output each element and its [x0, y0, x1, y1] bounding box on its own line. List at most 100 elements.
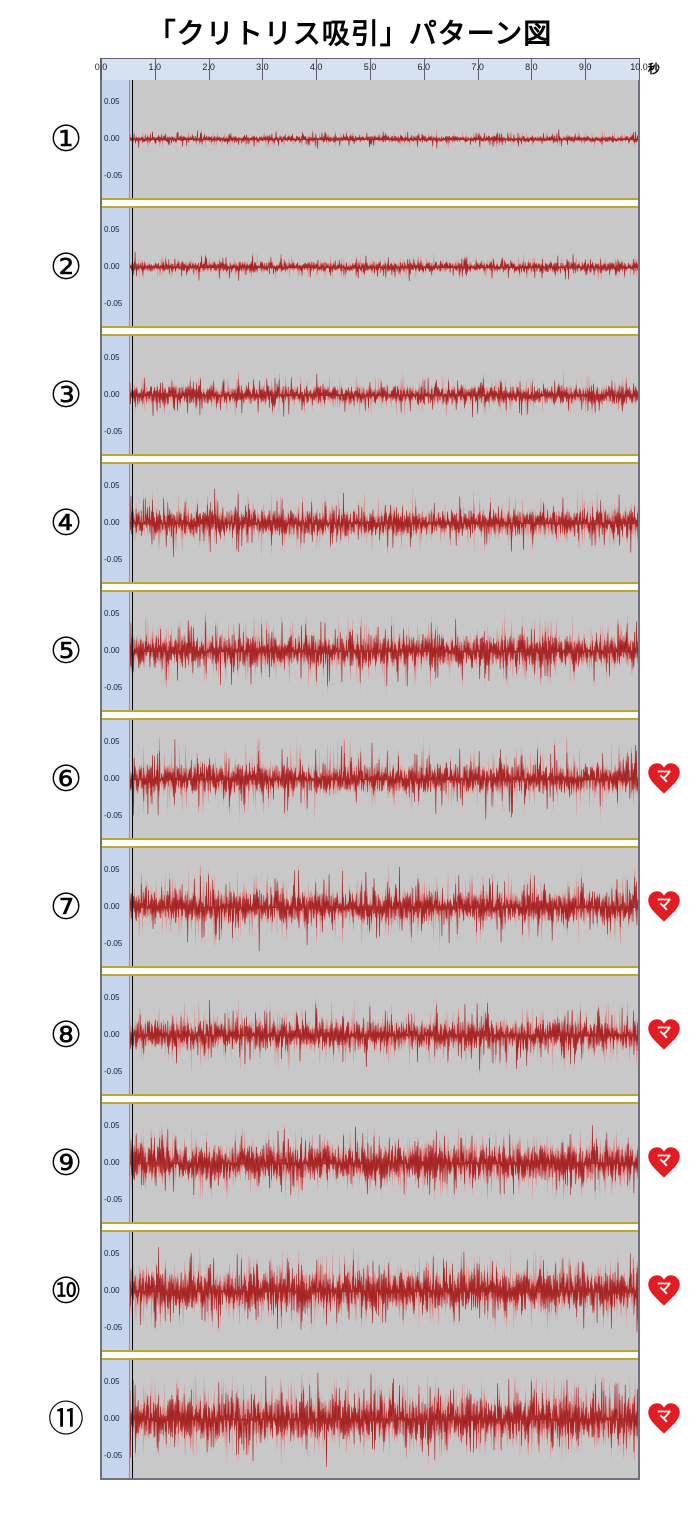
time-ruler: 0.01.02.03.04.05.06.07.08.09.010.0: [100, 58, 640, 80]
y-axis: 0.050.00-0.05: [102, 976, 130, 1094]
waveform-track: 0.05 0.00 -0.05: [102, 1232, 638, 1350]
zero-line: [130, 1291, 638, 1292]
heart-icon: マ: [646, 889, 682, 925]
heart-label: マ: [646, 1145, 682, 1177]
y-tick-label: -0.05: [104, 1067, 122, 1076]
y-tick-label: 0.05: [104, 97, 120, 106]
row-number: ⑦: [38, 889, 94, 925]
row-number: ⑪: [38, 1401, 94, 1437]
row-number: ⑤: [38, 633, 94, 669]
ruler-tick-label: 9.0: [579, 62, 592, 72]
waveform-track: 0.050.00-0.05: [102, 848, 638, 966]
y-tick-label: -0.05: [104, 1323, 122, 1332]
waveform-track: 0.05 0.00 -0.05: [102, 1104, 638, 1222]
row-number: ⑩: [38, 1273, 94, 1309]
tracks-panel: ①0.050.00-0.05②0.050.00-0.05③0.050.00-0.…: [100, 80, 640, 1480]
y-tick-label: 0.05: [104, 1121, 120, 1130]
zero-line: [130, 779, 638, 780]
y-axis: 0.05 0.00 -0.05: [102, 1360, 130, 1478]
zero-line: [130, 395, 638, 396]
zero-line: [130, 139, 638, 140]
row-number: ⑨: [38, 1145, 94, 1181]
track-separator: [102, 582, 638, 592]
ruler-tick-label: 4.0: [310, 62, 323, 72]
track-row: ⑤0.050.00-0.05: [102, 592, 638, 710]
heart-label: マ: [646, 1273, 682, 1305]
heart-icon: マ: [646, 1145, 682, 1181]
y-tick-label: 0.05: [104, 225, 120, 234]
y-tick-label: 0.05: [104, 1249, 120, 1258]
y-tick-label: 0.00: [104, 1414, 120, 1423]
waveform-track: 0.050.00-0.05: [102, 592, 638, 710]
heart-icon: マ: [646, 1273, 682, 1309]
row-number: ⑥: [38, 761, 94, 797]
y-tick-label: -0.05: [104, 1451, 122, 1460]
playhead: [132, 720, 133, 838]
playhead: [132, 208, 133, 326]
track-separator: [102, 198, 638, 208]
track-row: ⑨マ0.050.00-0.05: [102, 1104, 638, 1222]
waveform-track: 0.05 0.00 -0.05: [102, 1360, 638, 1478]
ruler-tick-label: 5.0: [364, 62, 377, 72]
zero-line: [130, 1419, 638, 1420]
y-tick-label: 0.00: [104, 902, 120, 911]
track-separator: [102, 966, 638, 976]
y-tick-label: -0.05: [104, 427, 122, 436]
playhead: [132, 848, 133, 966]
playhead: [132, 1360, 133, 1478]
y-tick-label: -0.05: [104, 811, 122, 820]
page-title: 「クリトリス吸引」パターン図: [0, 12, 700, 52]
track-separator: [102, 710, 638, 720]
ruler-tick-label: 0.0: [95, 62, 108, 72]
y-tick-label: 0.05: [104, 993, 120, 1002]
y-tick-label: 0.05: [104, 481, 120, 490]
y-axis: 0.05 0.00 -0.05: [102, 80, 130, 198]
y-tick-label: 0.00: [104, 390, 120, 399]
ruler-tick-label: 10.0: [630, 62, 648, 72]
y-tick-label: -0.05: [104, 939, 122, 948]
waveform-track: 0.050.00-0.05: [102, 976, 638, 1094]
y-tick-label: -0.05: [104, 555, 122, 564]
track-separator: [102, 454, 638, 464]
heart-icon: マ: [646, 761, 682, 797]
track-row: ⑪マ0.050.00-0.05: [102, 1360, 638, 1478]
heart-label: マ: [646, 889, 682, 921]
playhead: [132, 80, 133, 198]
zero-line: [130, 907, 638, 908]
y-tick-label: 0.00: [104, 262, 120, 271]
y-tick-label: -0.05: [104, 299, 122, 308]
page-container: 「クリトリス吸引」パターン図 秒 0.01.02.03.04.05.06.07.…: [0, 0, 700, 1500]
y-axis: 0.05 0.00 -0.05: [102, 1232, 130, 1350]
y-tick-label: 0.05: [104, 609, 120, 618]
playhead: [132, 1232, 133, 1350]
track-row: ④0.050.00-0.05: [102, 464, 638, 582]
track-separator: [102, 1350, 638, 1360]
waveform-track: 0.050.00-0.05: [102, 720, 638, 838]
track-separator: [102, 1222, 638, 1232]
y-tick-label: -0.05: [104, 683, 122, 692]
y-tick-label: 0.05: [104, 1377, 120, 1386]
y-axis: 0.05 0.00 -0.05: [102, 1104, 130, 1222]
row-number: ⑧: [38, 1017, 94, 1053]
y-tick-label: -0.05: [104, 1195, 122, 1204]
y-tick-label: 0.00: [104, 134, 120, 143]
y-tick-label: 0.00: [104, 1158, 120, 1167]
zero-line: [130, 267, 638, 268]
y-tick-label: 0.00: [104, 774, 120, 783]
y-tick-label: -0.05: [104, 171, 122, 180]
track-row: ⑩マ0.050.00-0.05: [102, 1232, 638, 1350]
waveform-track: 0.05 0.00 -0.05: [102, 336, 638, 454]
y-tick-label: 0.05: [104, 353, 120, 362]
track-row: ②0.050.00-0.05: [102, 208, 638, 326]
heart-label: マ: [646, 1401, 682, 1433]
y-tick-label: 0.00: [104, 1286, 120, 1295]
ruler-tick-label: 2.0: [202, 62, 215, 72]
waveform-track: 0.050.00-0.05: [102, 464, 638, 582]
ruler-tick-label: 1.0: [149, 62, 162, 72]
ruler-tick-label: 3.0: [256, 62, 269, 72]
y-axis: 0.050.00-0.05: [102, 464, 130, 582]
waveform-track: 0.05 0.00 -0.05: [102, 208, 638, 326]
playhead: [132, 336, 133, 454]
row-number: ②: [38, 249, 94, 285]
ruler-tick-label: 7.0: [471, 62, 484, 72]
